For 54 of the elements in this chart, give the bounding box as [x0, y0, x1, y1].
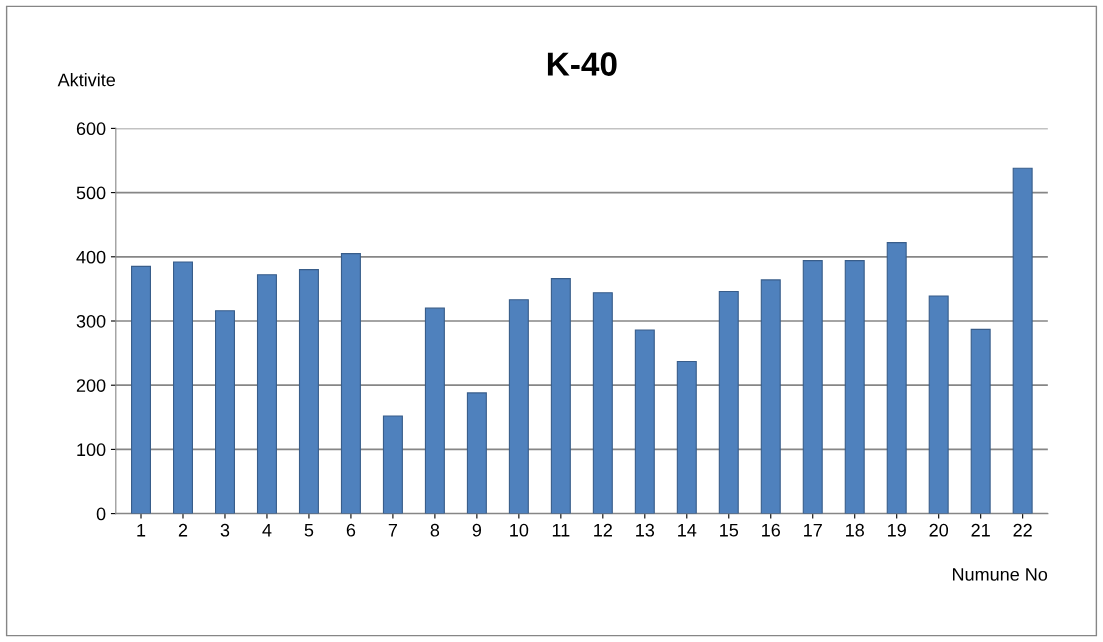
x-tick-label: 16 — [762, 523, 781, 537]
y-axis-title: Aktivite — [57, 73, 116, 87]
chart-title: K-40 — [547, 52, 617, 76]
y-tick-label: 600 — [76, 122, 106, 136]
y-tick-label: 200 — [76, 379, 106, 392]
x-tick-label: 20 — [929, 523, 949, 537]
bar — [928, 295, 949, 514]
x-tick-label: 6 — [346, 523, 356, 537]
x-tick-label: 8 — [430, 523, 440, 537]
bar — [298, 269, 319, 514]
x-tick-label: 11 — [552, 523, 570, 537]
bar — [508, 299, 529, 514]
bar — [214, 310, 235, 514]
bar — [340, 253, 361, 514]
bar — [592, 292, 613, 514]
y-tick-label: 0 — [96, 507, 106, 521]
x-tick-label: 3 — [220, 523, 230, 537]
bar — [886, 242, 907, 514]
bar — [718, 290, 739, 514]
x-tick-label: 4 — [262, 523, 272, 537]
bar — [844, 260, 865, 514]
bar — [424, 307, 445, 514]
bar — [466, 392, 487, 514]
x-tick-label: 12 — [594, 523, 612, 537]
bar — [970, 328, 991, 514]
bar — [256, 274, 277, 514]
bar — [634, 329, 655, 514]
x-tick-label: 18 — [846, 523, 864, 537]
y-tick-label: 500 — [76, 186, 106, 200]
x-tick-label: 22 — [1013, 523, 1032, 537]
y-tick-label: 300 — [76, 314, 106, 328]
bar — [802, 260, 823, 514]
x-tick-label: 5 — [304, 523, 314, 537]
x-tick-label: 14 — [678, 523, 697, 537]
bar — [131, 265, 152, 514]
x-tick-label: 15 — [720, 523, 739, 537]
bar — [550, 278, 571, 514]
x-tick-label: 19 — [888, 523, 906, 537]
x-tick-label: 21 — [971, 523, 990, 537]
bar — [382, 415, 403, 514]
y-tick-label: 100 — [77, 443, 106, 457]
x-tick-label: 17 — [804, 523, 822, 537]
x-tick-label: 13 — [636, 523, 655, 537]
x-tick-label: 9 — [472, 523, 482, 537]
bar — [760, 279, 781, 514]
x-tick-label: 1 — [137, 523, 146, 537]
x-tick-label: 10 — [510, 523, 529, 537]
y-tick-label: 400 — [76, 250, 106, 264]
x-tick-label: 2 — [178, 523, 188, 537]
x-axis-title: Numune No — [952, 568, 1048, 581]
bar — [1012, 167, 1033, 514]
bar — [172, 261, 193, 514]
x-tick-label: 7 — [388, 523, 398, 537]
bar — [676, 360, 697, 514]
